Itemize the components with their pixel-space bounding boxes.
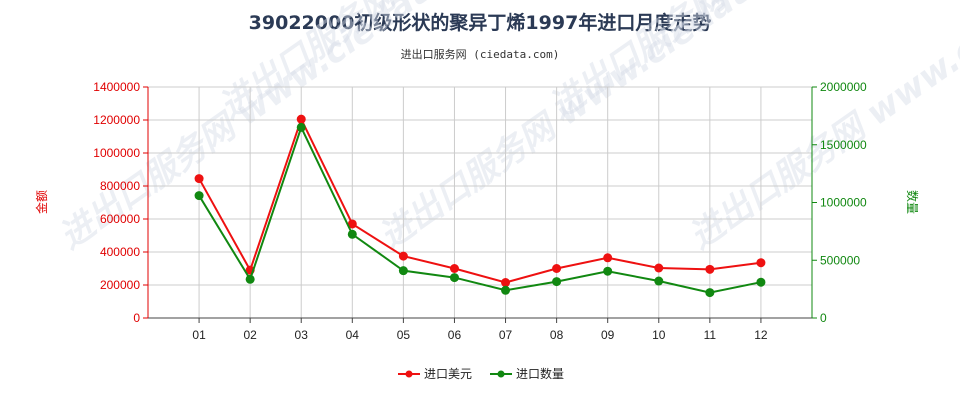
data-point xyxy=(552,264,562,273)
data-point xyxy=(347,219,357,229)
y-right-tick-label: 0 xyxy=(820,311,827,325)
y-right-axis-title: 数量 xyxy=(905,190,920,214)
series-line xyxy=(198,124,762,294)
x-tick-label: 01 xyxy=(192,328,206,342)
y-left-tick-label: 1400000 xyxy=(93,80,140,94)
data-point xyxy=(296,114,306,124)
data-point xyxy=(245,274,255,284)
data-point xyxy=(449,273,459,283)
data-point xyxy=(756,258,766,268)
x-tick-label: 05 xyxy=(397,328,411,342)
x-tick-label: 10 xyxy=(652,328,666,342)
legend-label: 进口美元 xyxy=(424,367,472,381)
data-point xyxy=(705,288,715,298)
y-left-tick-label: 1000000 xyxy=(93,146,140,160)
y-right-tick-label: 1000000 xyxy=(820,196,867,210)
x-tick-label: 02 xyxy=(243,328,257,342)
y-left-tick-label: 800000 xyxy=(100,179,140,193)
y-left-tick-label: 1200000 xyxy=(93,113,140,127)
y-left-axis-title: 金额 xyxy=(34,190,49,214)
data-point xyxy=(449,264,459,273)
x-tick-label: 04 xyxy=(346,328,360,342)
data-point xyxy=(501,278,511,288)
data-point xyxy=(654,276,664,286)
y-left-tick-label: 0 xyxy=(133,311,140,325)
x-tick-label: 03 xyxy=(295,328,309,342)
y-right-tick-label: 2000000 xyxy=(820,80,867,94)
data-point xyxy=(603,253,613,263)
x-tick-label: 11 xyxy=(704,328,717,342)
data-point xyxy=(347,229,357,239)
data-point xyxy=(194,191,204,201)
data-point xyxy=(194,174,204,184)
x-tick-label: 06 xyxy=(448,328,462,342)
y-right-tick-label: 1500000 xyxy=(820,138,867,152)
data-point xyxy=(296,122,306,132)
x-tick-label: 08 xyxy=(550,328,564,342)
x-tick-label: 09 xyxy=(601,328,615,342)
series-line xyxy=(198,116,762,284)
data-point xyxy=(705,264,715,274)
y-left-tick-label: 200000 xyxy=(100,278,140,292)
legend-swatch-marker xyxy=(497,370,505,378)
data-point xyxy=(398,266,408,276)
chart-subtitle: 进出口服务网 (ciedata.com) xyxy=(400,48,560,61)
x-tick-label: 07 xyxy=(499,328,513,342)
data-point xyxy=(654,263,664,273)
y-left-tick-label: 400000 xyxy=(100,245,140,259)
y-right-tick-label: 500000 xyxy=(820,253,860,267)
legend-swatch-marker xyxy=(405,370,413,378)
y-left-tick-label: 600000 xyxy=(100,212,140,226)
chart-title: 39022000初级形状的聚异丁烯1997年进口月度走势 xyxy=(248,12,712,34)
data-point xyxy=(603,266,613,276)
x-tick-label: 12 xyxy=(754,328,768,342)
data-point xyxy=(398,251,408,261)
data-point xyxy=(501,285,511,295)
legend-label: 进口数量 xyxy=(516,366,564,381)
data-point xyxy=(756,277,766,287)
data-point xyxy=(552,277,562,287)
